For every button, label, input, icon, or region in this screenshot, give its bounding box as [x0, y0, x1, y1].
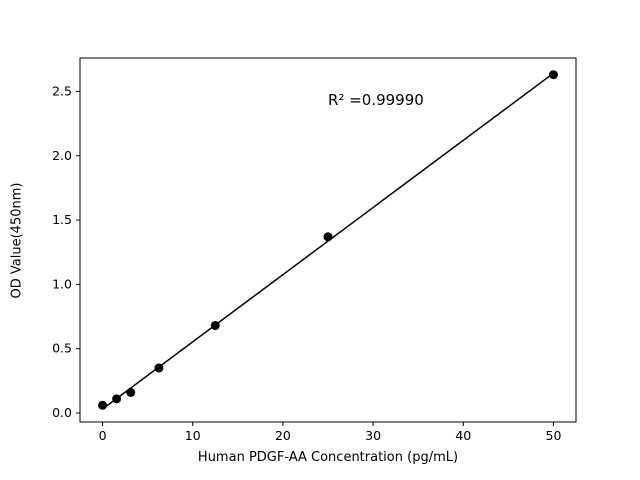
y-tick-label: 0.0	[52, 405, 72, 420]
data-point	[323, 232, 333, 242]
y-axis-label: OD Value(450nm)	[9, 182, 25, 299]
x-tick-label: 0	[99, 428, 107, 443]
r-squared-annotation: R² =0.99990	[328, 91, 424, 109]
y-tick-label: 2.5	[52, 83, 72, 98]
data-point	[154, 363, 164, 373]
y-tick-label: 1.0	[52, 276, 72, 291]
y-tick-label: 0.5	[52, 341, 72, 356]
x-tick-label: 50	[546, 428, 562, 443]
data-point	[548, 70, 558, 80]
data-point	[126, 387, 136, 397]
data-point	[98, 400, 108, 410]
x-tick-label: 20	[275, 428, 291, 443]
x-tick-label: 10	[185, 428, 201, 443]
x-tick-label: 40	[455, 428, 471, 443]
data-point	[112, 394, 122, 404]
y-tick-label: 1.5	[52, 212, 72, 227]
x-tick-label: 30	[365, 428, 381, 443]
y-tick-label: 2.0	[52, 148, 72, 163]
data-point	[210, 321, 220, 331]
x-axis-label: Human PDGF-AA Concentration (pg/mL)	[197, 450, 459, 465]
